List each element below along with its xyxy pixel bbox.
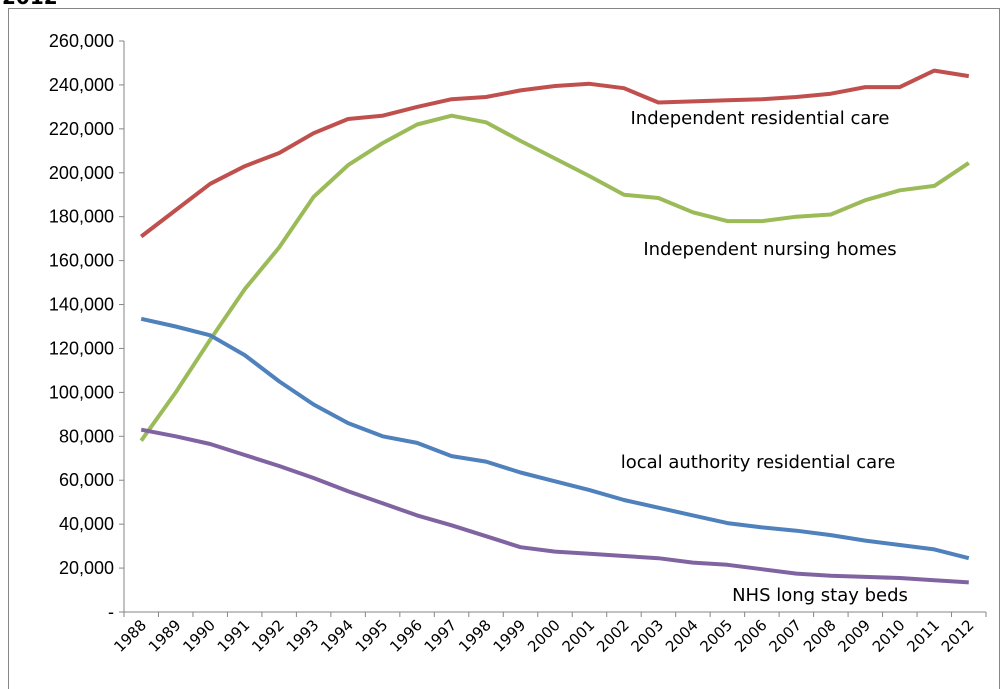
- series-line: [140, 316, 970, 561]
- y-tick-label: 120,000: [49, 338, 114, 358]
- y-tick-label: 240,000: [49, 75, 114, 95]
- y-tick-label: 200,000: [49, 163, 114, 183]
- y-tick-label: 40,000: [59, 514, 114, 534]
- y-tick-label: 220,000: [49, 119, 114, 139]
- y-tick-label: 140,000: [49, 295, 114, 315]
- series-line: [139, 113, 970, 442]
- y-tick-label: 180,000: [49, 207, 114, 227]
- series-line: [139, 68, 970, 239]
- series-label: NHS long stay beds: [732, 585, 908, 606]
- y-tick-label: 100,000: [49, 382, 114, 402]
- series-label: Independent nursing homes: [643, 239, 896, 260]
- series-label: Independent residential care: [631, 108, 890, 129]
- y-tick-label: 60,000: [59, 470, 114, 490]
- y-tick-label: 20,000: [59, 558, 114, 578]
- y-tick-label: 160,000: [49, 251, 114, 271]
- series-line: [140, 427, 969, 585]
- y-tick-label: 80,000: [59, 426, 114, 446]
- chart-title: 2012: [2, 0, 58, 9]
- y-tick-label: -: [108, 602, 114, 622]
- y-tick-label: 260,000: [49, 31, 114, 51]
- series-label: local authority residential care: [621, 452, 896, 473]
